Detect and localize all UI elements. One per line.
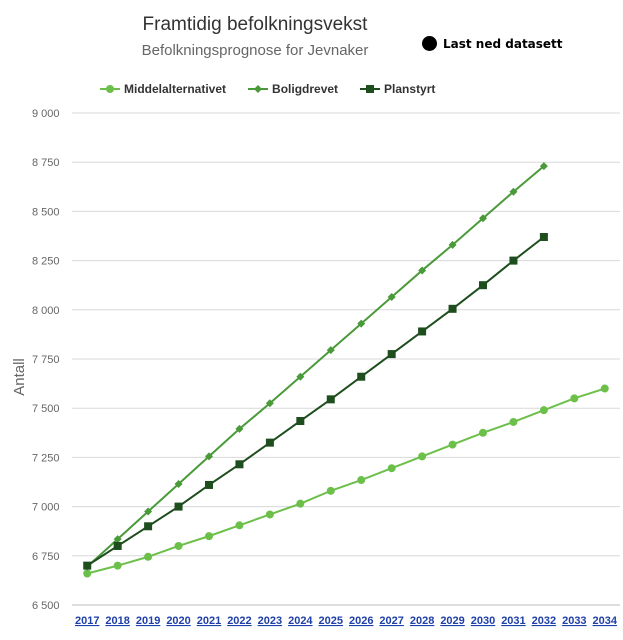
data-point[interactable] bbox=[205, 452, 213, 461]
data-point[interactable] bbox=[83, 569, 92, 578]
data-point[interactable] bbox=[357, 319, 366, 328]
x-tick-label[interactable]: 2029 bbox=[440, 615, 464, 627]
data-point[interactable] bbox=[600, 384, 609, 393]
data-point[interactable] bbox=[326, 486, 335, 495]
data-point[interactable] bbox=[265, 399, 274, 408]
y-tick-label: 7 000 bbox=[32, 502, 60, 514]
legend-square-marker-icon bbox=[360, 85, 381, 93]
data-point[interactable] bbox=[265, 510, 274, 519]
data-point[interactable] bbox=[387, 350, 396, 359]
x-tick-label[interactable]: 2033 bbox=[562, 615, 586, 627]
data-point[interactable] bbox=[448, 240, 457, 249]
data-point[interactable] bbox=[205, 480, 213, 489]
y-tick-label: 6 750 bbox=[32, 551, 60, 563]
data-point[interactable] bbox=[326, 346, 335, 355]
legend-label-planstyrt: Planstyrt bbox=[384, 82, 436, 96]
series-line-planstyrt bbox=[86, 236, 545, 567]
legend-item-middelalternativet[interactable]: Middelalternativet bbox=[100, 82, 226, 96]
data-point[interactable] bbox=[418, 452, 427, 461]
chart-legend: Middelalternativet Boligdrevet Planstyrt bbox=[100, 82, 435, 96]
legend-label-middelalternativet: Middelalternativet bbox=[124, 82, 227, 96]
data-point[interactable] bbox=[448, 304, 457, 313]
data-point[interactable] bbox=[387, 293, 396, 302]
legend-circle-marker-icon bbox=[100, 85, 120, 93]
series-line-boligdrevet bbox=[86, 165, 545, 568]
legend-diamond-marker-icon bbox=[248, 85, 269, 93]
data-point[interactable] bbox=[509, 417, 518, 426]
x-tick-label[interactable]: 2025 bbox=[319, 615, 343, 627]
x-tick-label[interactable]: 2026 bbox=[349, 615, 373, 627]
x-tick-label[interactable]: 2027 bbox=[379, 615, 403, 627]
data-point[interactable] bbox=[235, 521, 244, 530]
data-point[interactable] bbox=[296, 372, 305, 381]
data-point[interactable] bbox=[144, 507, 153, 516]
data-point[interactable] bbox=[539, 232, 548, 241]
data-point[interactable] bbox=[144, 522, 153, 531]
data-point[interactable] bbox=[357, 476, 366, 485]
data-point[interactable] bbox=[113, 561, 122, 570]
x-tick-label[interactable]: 2019 bbox=[136, 615, 160, 627]
chart-subtitle: Befolkningsprognose for Jevnaker bbox=[141, 42, 369, 59]
series-line-middelalternativet bbox=[86, 387, 606, 575]
download-dataset-button[interactable]: Last ned datasett bbox=[422, 36, 563, 51]
data-point[interactable] bbox=[113, 541, 122, 550]
y-tick-label: 7 250 bbox=[32, 452, 60, 464]
y-tick-label: 7 500 bbox=[32, 403, 60, 415]
y-tick-label: 8 250 bbox=[32, 256, 60, 268]
x-tick-label[interactable]: 2034 bbox=[593, 615, 618, 627]
legend-item-boligdrevet[interactable]: Boligdrevet bbox=[248, 82, 338, 96]
data-point[interactable] bbox=[83, 561, 92, 570]
data-point[interactable] bbox=[479, 281, 487, 290]
data-point[interactable] bbox=[205, 532, 213, 541]
legend-item-planstyrt[interactable]: Planstyrt bbox=[360, 82, 435, 96]
data-point[interactable] bbox=[174, 541, 183, 550]
x-tick-label[interactable]: 2022 bbox=[227, 615, 251, 627]
legend-label-boligdrevet: Boligdrevet bbox=[272, 82, 339, 96]
y-tick-label: 8 500 bbox=[32, 206, 60, 218]
x-tick-label[interactable]: 2017 bbox=[75, 615, 99, 627]
data-point[interactable] bbox=[570, 394, 579, 403]
x-tick-label[interactable]: 2020 bbox=[166, 615, 190, 627]
data-point[interactable] bbox=[144, 552, 153, 561]
data-point[interactable] bbox=[387, 464, 396, 473]
data-point[interactable] bbox=[357, 372, 366, 381]
data-point[interactable] bbox=[479, 428, 487, 437]
x-tick-label[interactable]: 2028 bbox=[410, 615, 434, 627]
data-point[interactable] bbox=[539, 406, 548, 415]
data-point[interactable] bbox=[235, 460, 244, 469]
y-tick-label: 6 500 bbox=[32, 600, 60, 612]
circle-icon bbox=[422, 36, 437, 51]
data-point[interactable] bbox=[539, 162, 548, 171]
data-point[interactable] bbox=[326, 395, 335, 404]
x-tick-label[interactable]: 2021 bbox=[197, 615, 221, 627]
x-tick-label[interactable]: 2030 bbox=[471, 615, 495, 627]
y-tick-label: 9 000 bbox=[32, 108, 60, 120]
y-tick-label: 8 000 bbox=[32, 305, 60, 317]
chart-title: Framtidig befolkningsvekst bbox=[142, 14, 368, 35]
data-point[interactable] bbox=[418, 266, 427, 275]
y-tick-label: 7 750 bbox=[32, 354, 60, 366]
data-point[interactable] bbox=[296, 499, 305, 508]
data-point[interactable] bbox=[265, 438, 274, 447]
data-point[interactable] bbox=[509, 187, 518, 196]
data-point[interactable] bbox=[418, 327, 427, 336]
data-point[interactable] bbox=[235, 424, 244, 433]
data-point[interactable] bbox=[174, 502, 183, 511]
data-point[interactable] bbox=[448, 440, 457, 449]
data-point[interactable] bbox=[113, 535, 122, 544]
data-point[interactable] bbox=[479, 214, 487, 223]
x-tick-label[interactable]: 2018 bbox=[105, 615, 129, 627]
x-tick-label[interactable]: 2024 bbox=[288, 615, 313, 627]
x-tick-label[interactable]: 2023 bbox=[258, 615, 282, 627]
x-tick-label[interactable]: 2031 bbox=[501, 615, 525, 627]
data-point[interactable] bbox=[509, 256, 518, 265]
data-point[interactable] bbox=[174, 479, 183, 488]
data-point[interactable] bbox=[296, 416, 305, 425]
y-tick-label: 8 750 bbox=[32, 157, 60, 169]
x-tick-label[interactable]: 2032 bbox=[532, 615, 556, 627]
y-axis-title: Antall bbox=[11, 358, 28, 396]
download-dataset-label: Last ned datasett bbox=[443, 36, 563, 51]
